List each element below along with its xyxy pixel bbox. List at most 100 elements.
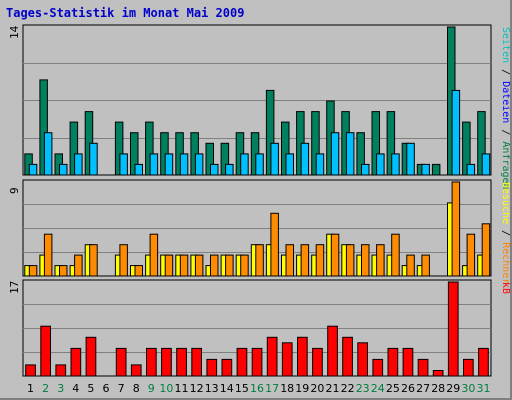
bar-anfragen-day-24 (371, 111, 380, 176)
bar-dateien-day-19 (300, 142, 310, 176)
x-tick-label: 29 (446, 382, 460, 395)
bar-rechner-day-17 (270, 212, 279, 277)
x-tick-label: 14 (220, 382, 234, 395)
panel-requests-ymax-label: 14 (8, 25, 21, 39)
bar-dateien-day-8 (134, 163, 143, 176)
bar-dateien-day-25 (391, 153, 400, 176)
bar-kb-day-17 (266, 336, 278, 377)
x-tick-label: 20 (310, 382, 324, 395)
x-tick-label: 23 (356, 382, 370, 395)
bar-rechner-day-29 (451, 181, 461, 277)
series-label: Seiten (500, 27, 510, 63)
series-label: kB (500, 282, 510, 294)
panel-requests-series-labels: Seiten / Dateien / Anfragen (500, 27, 510, 190)
bar-rechner-day-27 (421, 254, 430, 277)
x-tick-label: 3 (57, 382, 64, 395)
bar-dateien-day-7 (119, 153, 128, 176)
bar-rechner-day-5 (89, 244, 98, 277)
bar-kb-day-10 (161, 347, 172, 377)
series-label: Anfragen (500, 141, 510, 189)
bar-dateien-day-5 (89, 142, 98, 176)
x-tick-label: 27 (416, 382, 430, 395)
bar-rechner-day-22 (345, 244, 355, 277)
bar-anfragen-day-7 (114, 121, 124, 176)
bar-dateien-day-26 (406, 142, 415, 176)
bar-kb-day-8 (130, 364, 142, 377)
x-tick-label: 8 (133, 382, 140, 395)
x-tick-label: 15 (235, 382, 249, 395)
chart-title: Tages-Statistik im Monat Mai 2009 (6, 6, 245, 20)
bar-kb-day-9 (146, 347, 157, 377)
bar-dateien-day-3 (59, 163, 68, 176)
bar-dateien-day-14 (225, 163, 234, 176)
bar-anfragen-day-2 (39, 79, 48, 176)
panel-visits-ymax-label: 9 (8, 187, 21, 194)
bar-rechner-day-4 (74, 254, 83, 277)
bar-rechner-day-10 (164, 254, 174, 277)
bar-anfragen-day-14 (220, 142, 230, 176)
bar-rechner-day-23 (361, 244, 370, 277)
series-label: Dateien (500, 81, 510, 123)
bar-kb-day-31 (478, 347, 489, 377)
bar-anfragen-day-17 (265, 89, 275, 176)
bar-dateien-day-1 (28, 163, 38, 176)
bar-kb-day-21 (327, 325, 338, 377)
bar-dateien-day-23 (361, 163, 370, 176)
bar-rechner-day-12 (194, 254, 204, 277)
bar-anfragen-day-31 (477, 111, 486, 176)
bar-kb-day-28 (432, 370, 444, 377)
bar-anfragen-day-8 (130, 132, 139, 176)
bar-rechner-day-25 (391, 233, 400, 277)
bar-kb-day-15 (236, 347, 248, 377)
bar-anfragen-day-25 (386, 111, 396, 176)
bar-rechner-day-26 (406, 254, 415, 277)
bar-dateien-day-9 (149, 153, 159, 176)
panel-kb-ymax-label: 17 (8, 281, 21, 294)
bar-dateien-day-4 (74, 153, 83, 176)
bar-anfragen-day-9 (145, 121, 154, 176)
bar-dateien-day-15 (240, 153, 249, 176)
bar-kb-day-11 (176, 347, 187, 377)
bar-kb-day-13 (206, 358, 218, 377)
bar-dateien-day-29 (451, 89, 461, 176)
x-tick-label: 12 (190, 382, 204, 395)
bar-rechner-day-15 (240, 254, 249, 277)
x-tick-label: 24 (371, 382, 385, 395)
bar-rechner-day-2 (43, 233, 53, 277)
bar-rechner-day-19 (300, 244, 310, 277)
bar-rechner-day-9 (149, 233, 159, 277)
bar-rechner-day-11 (179, 254, 189, 277)
x-tick-label: 28 (431, 382, 445, 395)
bar-rechner-day-14 (225, 254, 234, 277)
bar-rechner-day-8 (134, 265, 143, 277)
bar-anfragen-day-23 (356, 132, 365, 176)
x-tick-label: 26 (401, 382, 415, 395)
x-tick-label: 18 (280, 382, 294, 395)
bar-kb-day-25 (387, 347, 399, 377)
bar-dateien-day-31 (481, 153, 491, 176)
x-tick-label: 17 (265, 382, 279, 395)
x-tick-label: 7 (118, 382, 125, 395)
bar-dateien-day-20 (315, 153, 325, 176)
x-tick-label: 19 (295, 382, 309, 395)
series-label: / (500, 224, 510, 242)
bar-anfragen-day-28 (431, 163, 441, 176)
bar-dateien-day-24 (376, 153, 385, 176)
bar-kb-day-7 (115, 347, 127, 377)
x-tick-label: 31 (477, 382, 491, 395)
bar-kb-day-4 (70, 347, 82, 377)
x-tick-label: 1 (27, 382, 34, 395)
bar-rechner-day-30 (466, 233, 476, 277)
bar-rechner-day-3 (59, 265, 68, 277)
bar-kb-day-12 (191, 347, 203, 377)
x-tick-label: 13 (205, 382, 219, 395)
x-tick-label: 2 (42, 382, 49, 395)
x-tick-label: 10 (159, 382, 173, 395)
bar-kb-day-30 (463, 358, 474, 377)
bar-anfragen-day-18 (281, 121, 290, 176)
bar-anfragen-day-4 (69, 121, 79, 176)
x-tick-label: 16 (250, 382, 264, 395)
bar-dateien-day-2 (43, 132, 53, 176)
series-label: Besuche (500, 182, 510, 224)
